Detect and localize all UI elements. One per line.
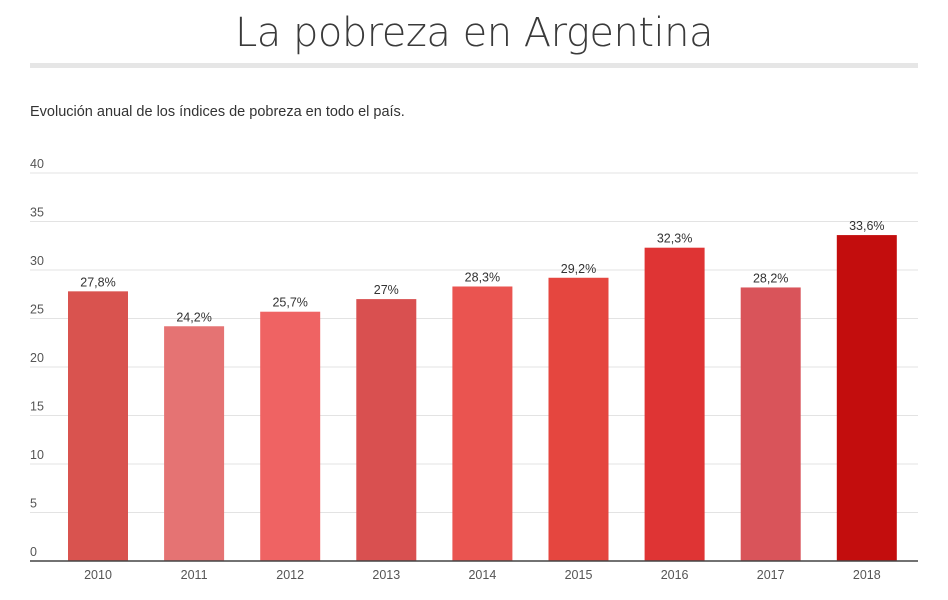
bar-2014 xyxy=(452,286,513,561)
x-tick-label: 2018 xyxy=(853,568,881,582)
data-label: 32,3% xyxy=(657,232,692,246)
bar-2015 xyxy=(548,277,609,561)
data-label: 29,2% xyxy=(561,262,596,276)
y-tick-label: 40 xyxy=(30,157,44,171)
y-tick-label: 25 xyxy=(30,303,44,317)
x-tick-label: 2012 xyxy=(276,568,304,582)
bar-2017 xyxy=(740,287,801,561)
data-label: 33,6% xyxy=(849,219,884,233)
bar-2018 xyxy=(836,235,897,561)
x-tick-label: 2017 xyxy=(757,568,785,582)
bar-2010 xyxy=(68,291,128,561)
bar-2013 xyxy=(356,299,417,561)
y-tick-label: 5 xyxy=(30,497,37,511)
data-label: 27,8% xyxy=(80,275,115,289)
x-tick-label: 2013 xyxy=(372,568,400,582)
bar-2012 xyxy=(260,311,321,561)
bar-2011 xyxy=(164,326,225,561)
x-axis-ticks: 2010 2011 2012 2013 2014 2015 2016 2017 2018 xyxy=(84,568,881,582)
x-tick-label: 2014 xyxy=(468,568,496,582)
y-tick-label: 20 xyxy=(30,351,44,365)
title-divider xyxy=(30,63,918,68)
x-tick-label: 2015 xyxy=(565,568,593,582)
data-label: 27% xyxy=(374,283,399,297)
data-label: 28,2% xyxy=(753,271,788,285)
y-tick-label: 15 xyxy=(30,400,44,414)
bar-2016 xyxy=(644,247,705,561)
data-label: 28,3% xyxy=(465,270,500,284)
chart-subtitle: Evolución anual de los índices de pobrez… xyxy=(30,104,405,120)
bars xyxy=(68,235,897,561)
y-tick-label: 30 xyxy=(30,254,44,268)
x-tick-label: 2010 xyxy=(84,568,112,582)
chart-title: La pobreza en Argentina xyxy=(234,10,714,56)
x-tick-label: 2016 xyxy=(661,568,689,582)
y-tick-label: 0 xyxy=(30,545,37,559)
y-tick-label: 10 xyxy=(30,448,44,462)
data-label: 24,2% xyxy=(176,310,211,324)
y-tick-label: 35 xyxy=(30,206,44,220)
x-tick-label: 2011 xyxy=(181,568,208,582)
data-labels: 27,8% 24,2% 25,7% 27% 28,3% 29,2% 32,3% 28,2% 33… xyxy=(80,219,884,324)
data-label: 25,7% xyxy=(272,296,307,310)
